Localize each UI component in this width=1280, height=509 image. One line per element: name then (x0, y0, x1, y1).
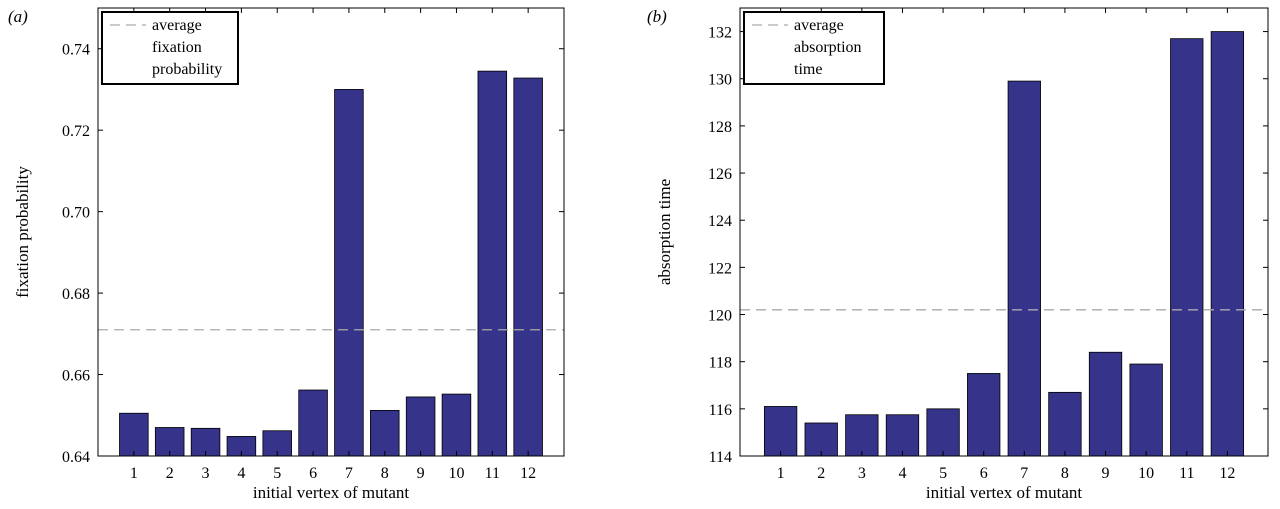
panel-b-ytick-label: 122 (708, 260, 732, 277)
panel-b-ytick-label: 128 (708, 119, 732, 136)
panel-a-xtick-label: 7 (345, 465, 353, 482)
panel-a-ytick-label: 0.66 (62, 368, 90, 385)
panel-b-ytick-label: 116 (709, 402, 732, 419)
panel-a-xtick-label: 12 (520, 465, 536, 482)
panel-a-axes-frame (97, 7, 565, 457)
panel-b-xtick-label: 12 (1219, 465, 1235, 482)
panel-b-bar-2 (804, 422, 838, 457)
panel-b-xtick-label: 4 (898, 465, 906, 482)
panel-b-yaxis-label: absorption time (655, 179, 674, 285)
panel-a-xaxis-label: initial vertex of mutant (253, 483, 410, 502)
panel-a-bar-9 (405, 396, 436, 457)
panel-a-ytick-label: 0.74 (62, 42, 90, 59)
panel-a-legend-box (101, 11, 239, 85)
panel-b-legend-text: absorption (794, 39, 862, 56)
panel-a-xtick-label: 1 (130, 465, 138, 482)
panel-b-xtick-label: 2 (817, 465, 825, 482)
panel-b-ytick-label: 124 (708, 213, 732, 230)
panel-b-bar-3 (845, 414, 879, 457)
panel-a-xtick-label: 6 (309, 465, 317, 482)
panel-a-yaxis-label: fixation probability (13, 166, 32, 298)
panel-a-xtick-label: 2 (166, 465, 174, 482)
panel-a-ytick-label: 0.64 (62, 449, 90, 466)
panel-b-bar-4 (885, 414, 920, 457)
panel-a-legend: average fixation probability (101, 11, 239, 85)
panel-b-xtick-label: 7 (1020, 465, 1028, 482)
panel-b-ytick-label: 130 (708, 72, 732, 89)
panel-b-bar-7 (1007, 80, 1041, 457)
panel-b-ytick-label: 118 (709, 355, 732, 372)
panel-a-bar-6 (298, 389, 328, 457)
panel-b-bar-6 (967, 373, 1001, 457)
panel-a-xtick-label: 5 (273, 465, 281, 482)
panel-b-xtick-label: 5 (939, 465, 947, 482)
panel-a-bar-12 (513, 77, 543, 457)
panel-a: (a) 0.640.660.680.700.720.741 2 3 4 5 6 7 8 9 10 1… (8, 7, 565, 502)
panel-b-xtick-label: 8 (1061, 465, 1069, 482)
panel-a-ytick-label: 0.70 (62, 205, 90, 222)
panel-a-ytick-label: 0.72 (62, 123, 90, 140)
panel-b-bar-11 (1170, 38, 1204, 457)
panel-b-bar-1 (763, 406, 798, 457)
panel-b-bar-10 (1129, 363, 1163, 457)
panel-b-xaxis-label: initial vertex of mutant (926, 483, 1083, 502)
panel-b-xtick-label: 3 (858, 465, 866, 482)
panel-b-legend-box (743, 11, 885, 85)
panel-a-label: (a) (8, 7, 28, 26)
panel-a-bar-1 (119, 412, 149, 457)
panel-b-legend: average absorption time (743, 11, 885, 85)
panel-a-bar-7 (334, 89, 364, 457)
panel-a-ytick-label: 0.68 (62, 286, 90, 303)
panel-b-xtick-label: 1 (777, 465, 785, 482)
panel-b-ytick-label: 132 (708, 25, 732, 42)
panel-b-legend-text: average (794, 17, 844, 34)
panel-b-xtick-label: 9 (1102, 465, 1110, 482)
panel-b-ytick-label: 114 (709, 449, 732, 466)
panel-b-label: (b) (647, 7, 667, 26)
panel-b-legend-text: time (794, 61, 822, 78)
panel-a-xtick-label: 4 (237, 465, 245, 482)
panel-a-xtick-label: 8 (381, 465, 389, 482)
panel-a-legend-text: average (152, 17, 202, 34)
panel-b-bar-9 (1088, 351, 1123, 457)
panel-b-ytick-label: 120 (708, 308, 732, 325)
panel-a-bar-11 (477, 70, 508, 457)
panel-b-bar-8 (1048, 391, 1082, 457)
panel-b-xtick-label: 10 (1138, 465, 1154, 482)
panel-b-axes-frame (739, 7, 1269, 457)
panel-b-xtick-label: 6 (980, 465, 988, 482)
panel-b-xtick-label: 11 (1179, 465, 1194, 482)
panel-b-bar-5 (926, 408, 960, 457)
panel-a-xtick-label: 9 (417, 465, 425, 482)
panel-a-xtick-label: 10 (448, 465, 464, 482)
panel-a-xtick-label: 11 (485, 465, 500, 482)
panel-a-bar-10 (441, 393, 472, 457)
panel-a-legend-text: fixation (152, 39, 202, 56)
panel-b-ytick-label: 126 (708, 166, 732, 183)
panel-b-bar-12 (1210, 31, 1245, 457)
panel-a-plot: 0.640.660.680.700.720.741 2 3 4 5 6 7 8 9 10 11 12i… (13, 7, 565, 502)
panel-a-bar-8 (370, 409, 400, 457)
panel-a-xtick-label: 3 (202, 465, 210, 482)
panel-a-legend-text: probability (152, 61, 222, 78)
